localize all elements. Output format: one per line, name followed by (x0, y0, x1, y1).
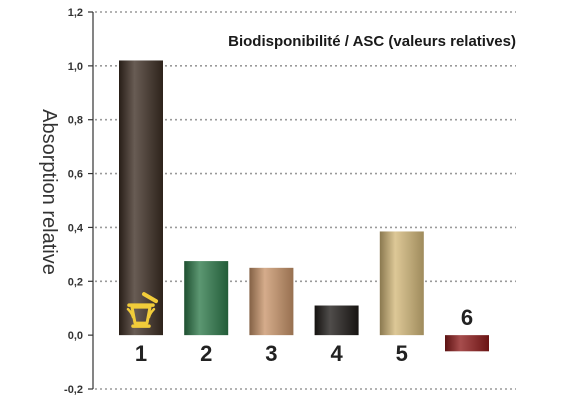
grid-lines (95, 11, 516, 390)
y-tick-label: 0,4 (68, 222, 84, 234)
bar-1 (119, 60, 163, 336)
y-tick-label: 0,6 (68, 169, 83, 181)
y-tick-label: 1,0 (68, 61, 83, 73)
chart-title: Biodisponibilité / ASC (valeurs relative… (228, 33, 516, 50)
bar-3 (249, 267, 294, 336)
category-label: 1 (135, 341, 147, 366)
y-tick-labels: -0,2 0,0 0,2 0,4 0,6 0,8 1,0 1,2 (64, 7, 84, 396)
y-tick-label: -0,2 (64, 384, 83, 396)
bar-6 (445, 335, 489, 352)
bars (119, 60, 489, 352)
bar-2 (184, 261, 229, 336)
y-axis (88, 11, 94, 390)
category-label: 6 (461, 305, 473, 330)
y-tick-label: 0,0 (68, 330, 83, 342)
bar-4 (314, 305, 359, 336)
y-tick-label: 0,8 (68, 115, 83, 127)
y-tick-label: 0,2 (68, 276, 83, 288)
mortar-pestle-icon (126, 292, 158, 328)
category-label: 5 (396, 341, 408, 366)
category-label: 3 (265, 341, 277, 366)
y-axis-label: Absorption relative (38, 109, 60, 275)
y-tick-label: 1,2 (68, 7, 83, 19)
category-labels: 1 2 3 4 5 6 (135, 305, 473, 366)
bar-5 (379, 231, 424, 336)
category-label: 4 (330, 341, 343, 366)
category-label: 2 (200, 341, 212, 366)
